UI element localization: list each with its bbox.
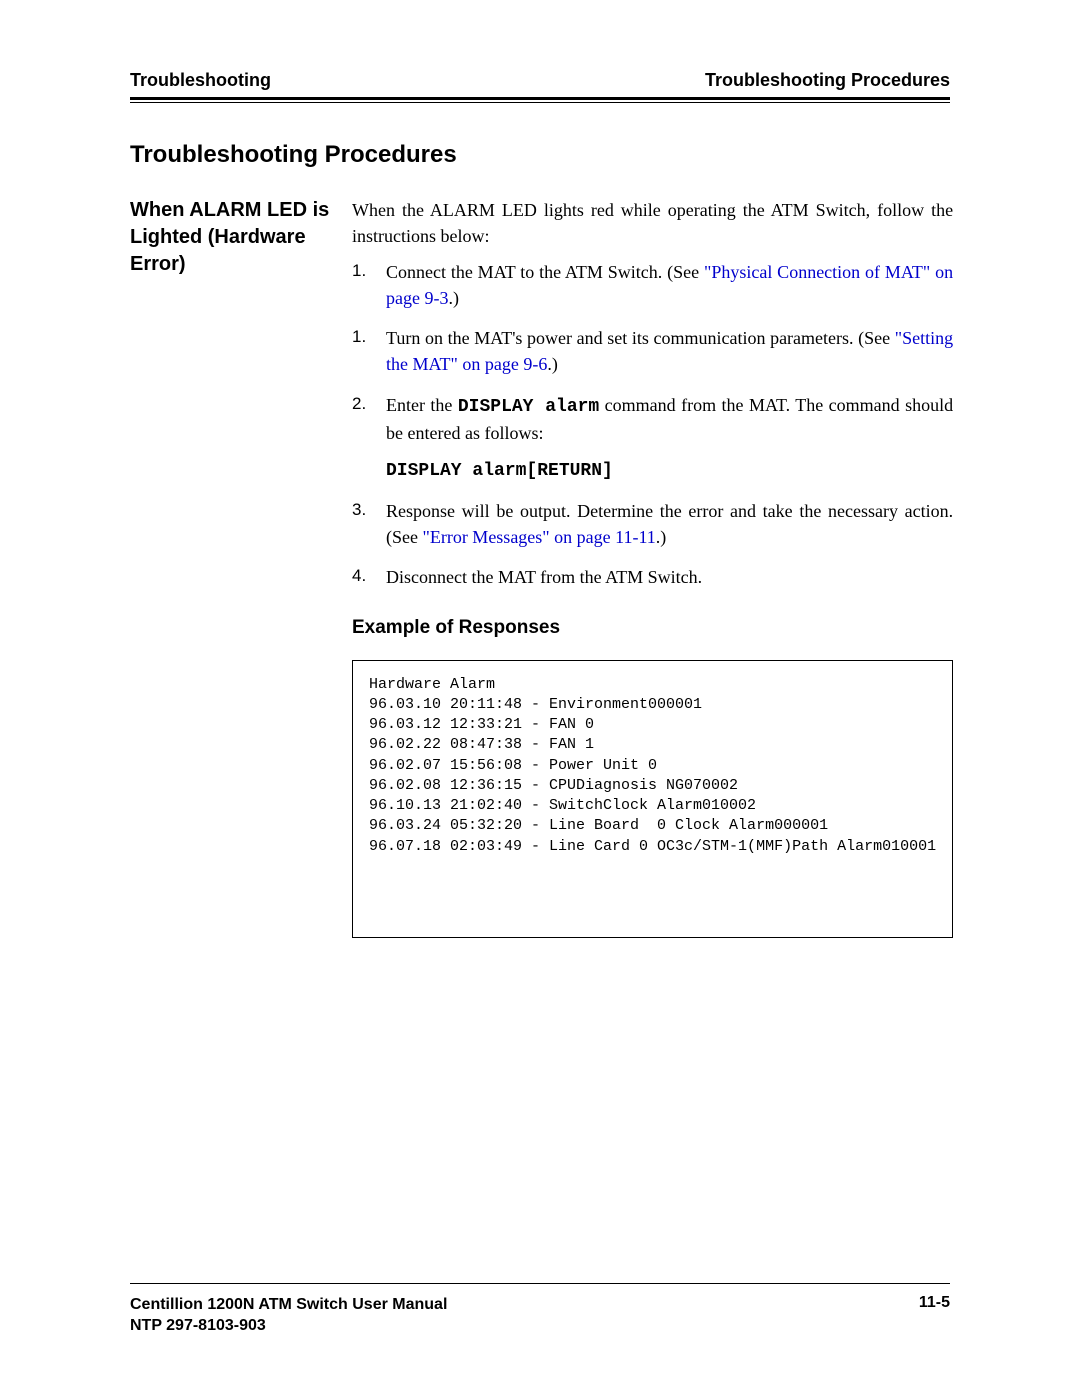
example-line: 96.03.10 20:11:48 - Environment000001 [369, 696, 702, 713]
example-response-box: Hardware Alarm 96.03.10 20:11:48 - Envir… [352, 660, 953, 938]
content-columns: When ALARM LED is Lighted (Hardware Erro… [130, 197, 950, 938]
step-text: Disconnect the MAT from the ATM Switch. [386, 564, 953, 590]
xref-error-messages[interactable]: "Error Messages" on page 11-11 [422, 527, 655, 547]
step-3: 3. Response will be output. Determine th… [352, 498, 953, 550]
step-number: 1. [352, 259, 380, 311]
step-post: .) [448, 288, 459, 308]
running-header: Troubleshooting Troubleshooting Procedur… [130, 70, 950, 91]
footer-area: Centillion 1200N ATM Switch User Manual … [130, 1283, 950, 1337]
example-line: 96.02.22 08:47:38 - FAN 1 [369, 736, 594, 753]
step-post: .) [547, 354, 558, 374]
step-text: Turn on the MAT's power and set its comm… [386, 325, 953, 377]
step-4: 4. Disconnect the MAT from the ATM Switc… [352, 564, 953, 590]
footer-left: Centillion 1200N ATM Switch User Manual … [130, 1294, 447, 1337]
step-2: 2. Enter the DISPLAY alarm command from … [352, 392, 953, 484]
intro-paragraph: When the ALARM LED lights red while oper… [352, 197, 953, 249]
example-heading: Example of Responses [352, 614, 953, 642]
step-pre: Connect the MAT to the ATM Switch. (See [386, 262, 704, 282]
example-line: 96.03.24 05:32:20 - Line Board 0 Clock A… [369, 817, 828, 834]
page: Troubleshooting Troubleshooting Procedur… [0, 0, 1080, 1397]
example-line: 96.10.13 21:02:40 - SwitchClock Alarm010… [369, 797, 756, 814]
spacer [386, 446, 953, 456]
step-pre: Enter the [386, 395, 458, 415]
side-heading: When ALARM LED is Lighted (Hardware Erro… [130, 197, 340, 278]
header-rule-thin [130, 102, 950, 103]
example-line: Hardware Alarm [369, 676, 495, 693]
step-number: 1. [352, 325, 380, 377]
header-right: Troubleshooting Procedures [705, 70, 950, 91]
footer-page-number: 11-5 [919, 1294, 950, 1312]
header-left: Troubleshooting [130, 70, 271, 91]
example-line: 96.03.12 12:33:21 - FAN 0 [369, 716, 594, 733]
page-title: Troubleshooting Procedures [130, 141, 950, 169]
step-number: 2. [352, 392, 380, 484]
body: When the ALARM LED lights red while oper… [352, 197, 953, 938]
example-line: 96.02.07 15:56:08 - Power Unit 0 [369, 757, 657, 774]
step-number: 4. [352, 564, 380, 590]
step-text: Response will be output. Determine the e… [386, 498, 953, 550]
footer-ntp: NTP 297-8103-903 [130, 1315, 447, 1337]
step-text: Connect the MAT to the ATM Switch. (See … [386, 259, 953, 311]
footer: Centillion 1200N ATM Switch User Manual … [130, 1294, 950, 1337]
step-pre: Turn on the MAT's power and set its comm… [386, 328, 895, 348]
inline-command: DISPLAY alarm [458, 397, 599, 417]
step-text: Enter the DISPLAY alarm command from the… [386, 392, 953, 484]
step-1: 1. Connect the MAT to the ATM Switch. (S… [352, 259, 953, 311]
example-line: 96.07.18 02:03:49 - Line Card 0 OC3c/STM… [369, 838, 936, 855]
command-line: DISPLAY alarm[RETURN] [386, 461, 613, 481]
footer-manual: Centillion 1200N ATM Switch User Manual [130, 1294, 447, 1316]
example-line: 96.02.08 12:36:15 - CPUDiagnosis NG07000… [369, 777, 738, 794]
step-number: 3. [352, 498, 380, 550]
step-post: .) [656, 527, 667, 547]
footer-rule [130, 1283, 950, 1284]
step-1b: 1. Turn on the MAT's power and set its c… [352, 325, 953, 377]
steps-list: 1. Connect the MAT to the ATM Switch. (S… [352, 259, 953, 590]
header-rule-thick [130, 97, 950, 100]
